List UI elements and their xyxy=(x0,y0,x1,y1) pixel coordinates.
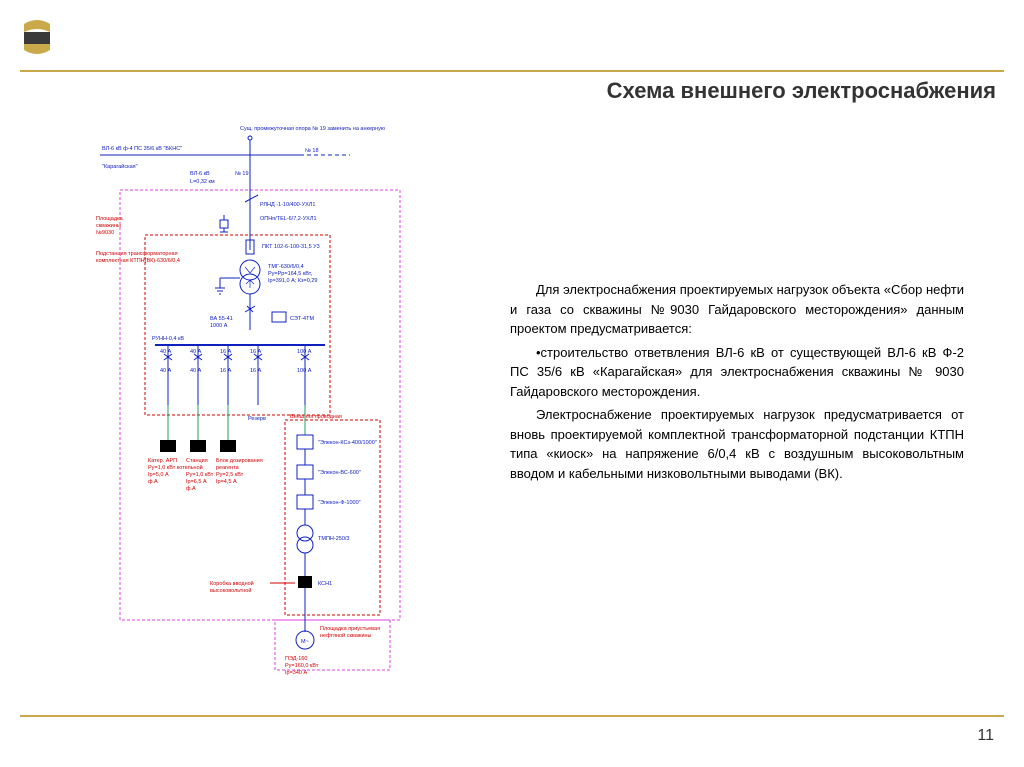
svg-text:Коробка вводной: Коробка вводной xyxy=(210,580,254,587)
diagram-label: ТМГ-630/6/0,4 xyxy=(268,264,304,270)
diagram-label: № 19 xyxy=(235,171,249,177)
svg-text:100 А: 100 А xyxy=(297,349,312,355)
svg-text:Блок дозирования: Блок дозирования xyxy=(216,458,263,464)
svg-text:Iр=6,5 А: Iр=6,5 А xyxy=(186,479,207,485)
paragraph: Для электроснабжения проектируемых нагру… xyxy=(510,280,964,339)
title-rule xyxy=(20,70,1004,72)
diagram-label: Iр=391,0 А; Кз=0,29 xyxy=(268,278,317,284)
bullet-item: •строительство ответвления ВЛ-6 кВ от су… xyxy=(510,343,964,402)
svg-text:"Элекон-ВС-600": "Элекон-ВС-600" xyxy=(318,470,361,476)
diagram-label: Подстанция трансформаторная xyxy=(96,251,178,257)
diagram-label: ВА 55-41 xyxy=(210,316,233,322)
svg-text:40 А: 40 А xyxy=(190,368,202,374)
footer-rule xyxy=(20,715,1004,717)
power-supply-diagram: Сущ. промежуточная опора № 19 заменить н… xyxy=(90,120,420,680)
svg-text:Ру=2,5 кВт: Ру=2,5 кВт xyxy=(216,472,244,478)
diagram-label: №9030 xyxy=(96,230,114,236)
svg-text:ф.А: ф.А xyxy=(148,479,158,485)
company-logo-icon xyxy=(22,18,52,56)
svg-text:нефтяной скважины: нефтяной скважины xyxy=(320,632,372,639)
svg-text:40 А: 40 А xyxy=(160,349,172,355)
paragraph: Электроснабжение проектируемых нагрузок … xyxy=(510,405,964,483)
page-number: 11 xyxy=(977,727,994,745)
diagram-label: Ру=Рр=164,5 кВт, xyxy=(268,271,313,277)
svg-text:Станция: Станция xyxy=(186,458,208,464)
diagram-label: РУНН-0,4 кВ xyxy=(152,336,184,342)
svg-text:16 А: 16 А xyxy=(250,368,262,374)
svg-text:Площадка приустьевая: Площадка приустьевая xyxy=(320,626,380,632)
svg-text:"Элекон-КСз-400/1000": "Элекон-КСз-400/1000" xyxy=(318,440,377,446)
diagram-label: СЭТ-4ТМ xyxy=(290,316,314,322)
svg-text:высоковольтной: высоковольтной xyxy=(210,587,251,594)
diagram-label: ПКТ 102-6-100-31,5 У3 xyxy=(262,244,320,250)
feeder-group: 40 А 40 А 40 А 40 А 16 А 16 А xyxy=(160,345,312,405)
diagram-label: скважины xyxy=(96,223,121,229)
svg-text:Iр=340 А: Iр=340 А xyxy=(285,670,308,676)
diagram-label: L=0,32 км xyxy=(190,179,215,185)
svg-text:Iр=4,5 А: Iр=4,5 А xyxy=(216,479,237,485)
svg-text:40 А: 40 А xyxy=(160,368,172,374)
svg-text:100 А: 100 А xyxy=(297,368,312,374)
svg-text:Ру=1,0 кВт: Ру=1,0 кВт xyxy=(186,472,214,478)
svg-text:Ру=1,0 кВт котельной: Ру=1,0 кВт котельной xyxy=(148,464,203,471)
svg-text:Катер. АРП: Катер. АРП xyxy=(148,458,177,464)
diagram-label: РЛНД -1-10/400-УХЛ1 xyxy=(260,202,315,208)
svg-text:Ру=160,0 кВт: Ру=160,0 кВт xyxy=(285,663,319,669)
svg-text:Iр=5,0 А: Iр=5,0 А xyxy=(148,472,169,478)
svg-text:ТМПН-250/3: ТМПН-250/3 xyxy=(318,536,349,542)
svg-text:16 А: 16 А xyxy=(220,349,232,355)
svg-text:Внешняя проводная: Внешняя проводная xyxy=(290,414,342,420)
svg-text:40 А: 40 А xyxy=(190,349,202,355)
diagram-label: ВЛ-6 кВ xyxy=(190,171,210,177)
body-text: Для электроснабжения проектируемых нагру… xyxy=(510,280,964,487)
svg-text:реагента: реагента xyxy=(216,465,240,471)
svg-text:16 А: 16 А xyxy=(220,368,232,374)
svg-text:ф.А: ф.А xyxy=(186,486,196,492)
svg-text:М~: М~ xyxy=(301,639,309,645)
svg-text:КСН1: КСН1 xyxy=(318,581,332,587)
diagram-label: ОПНп/TEL-6/7,2-УХЛ1 xyxy=(260,216,317,222)
diagram-label: комплектная КТПН(ВК)-630/6/0,4 xyxy=(96,258,180,264)
svg-text:"Элекон-Ф-1000": "Элекон-Ф-1000" xyxy=(318,500,361,506)
diagram-label: Резерв xyxy=(248,416,266,422)
diagram-label: "Карагайская" xyxy=(102,163,138,170)
svg-text:ПЭД-160: ПЭД-160 xyxy=(285,656,307,662)
page-title: Схема внешнего электроснабжения xyxy=(607,78,996,104)
diagram-label: ВЛ-6 кВ ф-4 ПС 35/6 кВ "БКНС" xyxy=(102,146,182,152)
diagram-label: Сущ. промежуточная опора № 19 заменить н… xyxy=(240,126,385,132)
svg-text:16 А: 16 А xyxy=(250,349,262,355)
diagram-label: Площадка xyxy=(96,216,124,222)
diagram-label: № 18 xyxy=(305,148,319,154)
diagram-label: 1000 А xyxy=(210,323,228,329)
header xyxy=(0,0,1024,70)
slide-page: Схема внешнего электроснабжения Сущ. про… xyxy=(0,0,1024,767)
content-area: Сущ. промежуточная опора № 19 заменить н… xyxy=(20,120,1004,707)
